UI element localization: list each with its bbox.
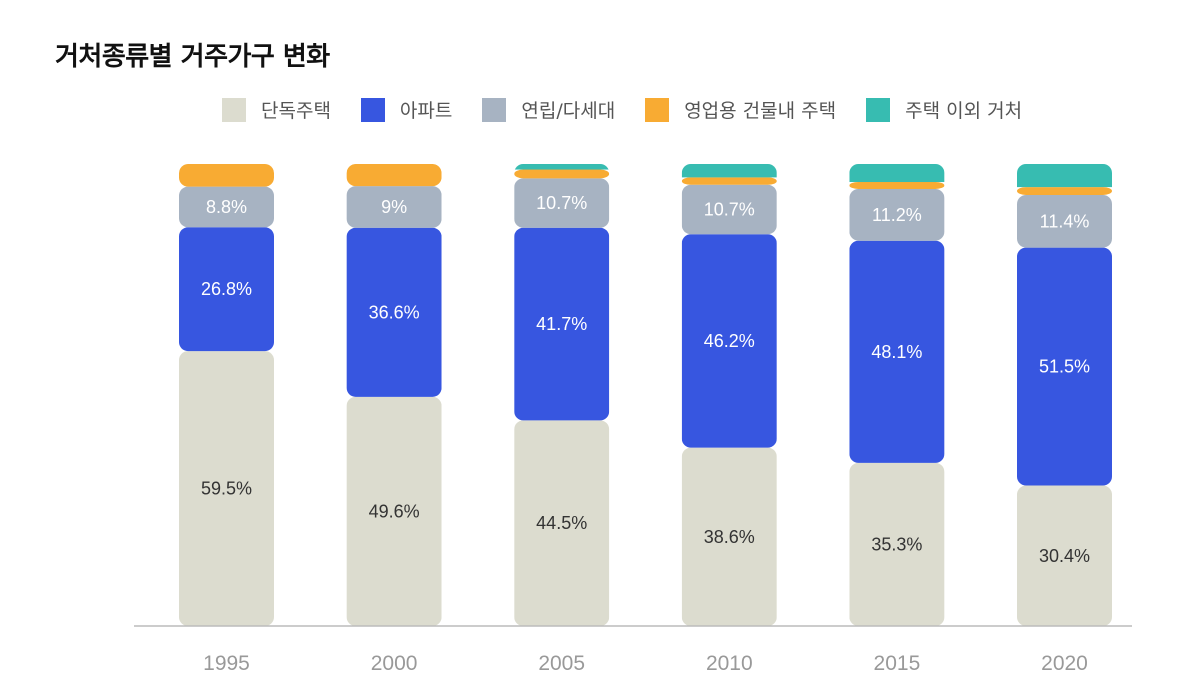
bar-segment xyxy=(681,234,777,448)
bar-segment xyxy=(514,227,610,421)
legend-swatch xyxy=(360,97,385,122)
data-label: 59.5% xyxy=(201,479,252,499)
chart-legend: 단독주택 아파트 연립/다세대 영업용 건물내 주택 주택 이외 거처 xyxy=(222,96,1052,123)
legend-item: 단독주택 xyxy=(222,96,331,123)
legend-label: 주택 이외 거처 xyxy=(905,100,1023,122)
legend-label: 단독주택 xyxy=(261,100,331,122)
bar-segment xyxy=(1017,194,1112,248)
x-tick-label: 1995 xyxy=(203,652,250,675)
bar-segment xyxy=(1017,164,1112,188)
bar-stack xyxy=(514,164,610,626)
data-label: 10.7% xyxy=(704,200,755,220)
x-tick-label: 2010 xyxy=(706,652,753,675)
bar-stack xyxy=(346,164,442,626)
bar-segment xyxy=(514,178,610,228)
data-label: 51.5% xyxy=(1039,357,1090,377)
bar-segment xyxy=(346,164,442,187)
data-label: 38.6% xyxy=(704,527,755,547)
legend-label: 연립/다세대 xyxy=(521,100,616,122)
bar-stack xyxy=(849,164,945,626)
bar-segment xyxy=(514,164,610,170)
legend-item: 연립/다세대 xyxy=(482,96,615,123)
data-label: 49.6% xyxy=(369,501,420,521)
legend-swatch xyxy=(645,97,670,122)
data-label: 11.4% xyxy=(1040,211,1090,231)
data-label: 35.3% xyxy=(871,534,922,554)
legend-item: 아파트 xyxy=(360,96,453,123)
bar-segment xyxy=(346,396,442,626)
legend-item: 영업용 건물내 주택 xyxy=(645,96,836,123)
bar-segment xyxy=(179,351,274,626)
data-label: 9% xyxy=(381,197,407,217)
legend-swatch xyxy=(222,97,246,122)
x-tick-label: 2020 xyxy=(1041,652,1088,675)
chart-title: 거처종류별 거주가구 변화 xyxy=(55,42,330,72)
bar-stack xyxy=(179,164,274,626)
data-label: 26.8% xyxy=(201,279,252,299)
bar-segment xyxy=(1017,187,1112,195)
data-label: 8.8% xyxy=(206,197,247,217)
bar-stack xyxy=(1017,164,1112,626)
bar-segment xyxy=(681,184,777,235)
x-tick-label: 2000 xyxy=(371,652,418,675)
bar-segment xyxy=(179,164,274,187)
bar-segment xyxy=(681,177,777,185)
legend-label: 영업용 건물내 주택 xyxy=(684,100,837,122)
bar-segment xyxy=(1017,247,1112,486)
bar-segment xyxy=(179,227,274,352)
data-label: 41.7% xyxy=(536,314,587,334)
data-label: 10.7% xyxy=(536,193,587,213)
legend-swatch xyxy=(866,97,891,122)
bar-segment xyxy=(346,227,442,397)
x-tick-label: 2005 xyxy=(538,652,585,675)
bar-segment xyxy=(514,169,610,179)
bar-segment xyxy=(849,182,945,189)
legend-label: 아파트 xyxy=(399,100,453,122)
bar-segment xyxy=(681,447,777,626)
data-label: 44.5% xyxy=(536,513,587,533)
data-label: 30.4% xyxy=(1039,546,1090,566)
bar-segment xyxy=(849,240,945,463)
data-label: 36.6% xyxy=(369,302,420,322)
bar-segment xyxy=(681,164,777,178)
bar-segment xyxy=(849,462,945,626)
data-label: 46.2% xyxy=(704,331,755,351)
bar-segment xyxy=(1017,485,1112,626)
data-label: 48.1% xyxy=(871,342,922,362)
legend-swatch xyxy=(482,97,507,122)
bar-segment xyxy=(849,188,945,241)
data-label: 11.2% xyxy=(872,205,922,225)
bar-segment xyxy=(849,164,945,183)
bar-segment xyxy=(346,186,442,228)
bar-stack xyxy=(681,164,777,626)
bar-segment xyxy=(179,186,274,228)
x-tick-label: 2015 xyxy=(874,652,921,675)
bar-segment xyxy=(514,420,610,626)
legend-item: 주택 이외 거처 xyxy=(866,96,1022,123)
